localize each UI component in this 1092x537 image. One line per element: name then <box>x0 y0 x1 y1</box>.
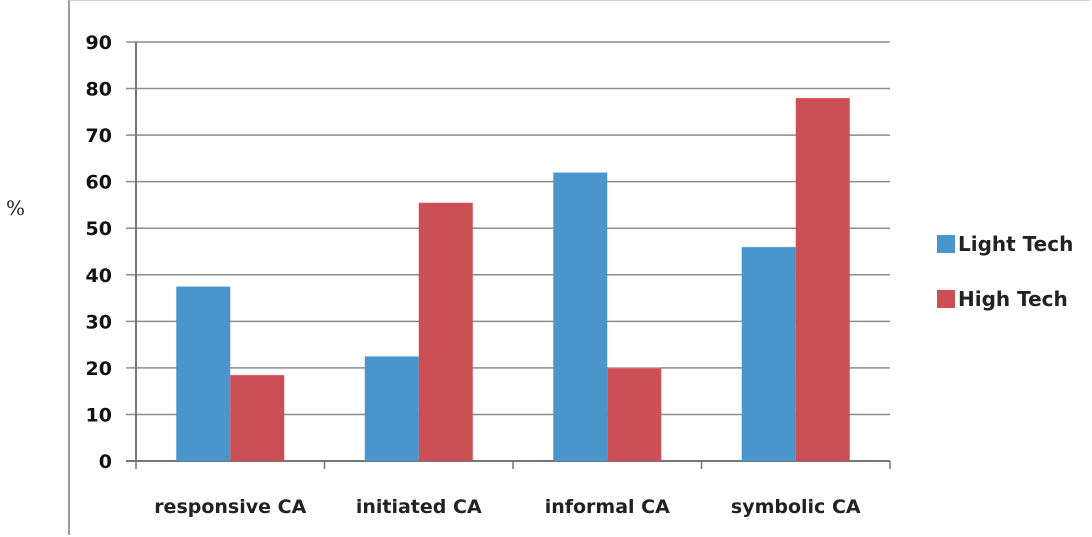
x-tick-label: informal CA <box>545 496 670 518</box>
y-tick-label: 0 <box>99 451 112 473</box>
bar <box>230 374 285 461</box>
y-tick-label: 60 <box>86 172 112 194</box>
x-tick-label: initiated CA <box>356 496 482 518</box>
bar <box>418 202 473 461</box>
y-tick-label: 70 <box>86 125 112 147</box>
y-tick-label: 40 <box>86 265 112 287</box>
legend-swatch <box>937 235 955 253</box>
bar <box>176 286 231 461</box>
y-tick-label: 90 <box>86 32 112 54</box>
bar <box>553 172 608 461</box>
y-tick-label: 20 <box>86 358 112 380</box>
legend-swatch <box>937 290 955 308</box>
bar <box>795 97 850 461</box>
x-tick-label: symbolic CA <box>731 496 861 518</box>
x-tick-label: responsive CA <box>154 496 306 518</box>
y-tick-label: 50 <box>86 218 112 240</box>
y-axis-label: % <box>6 196 26 220</box>
y-tick-label: 30 <box>86 311 112 333</box>
legend-label: High Tech <box>958 287 1068 311</box>
legend-label: Light Tech <box>958 232 1073 256</box>
chart-frame <box>68 0 1090 535</box>
bar <box>607 367 662 461</box>
bar <box>364 356 419 461</box>
bar <box>741 246 796 461</box>
y-tick-label: 10 <box>86 404 112 426</box>
y-tick-label: 80 <box>86 79 112 101</box>
